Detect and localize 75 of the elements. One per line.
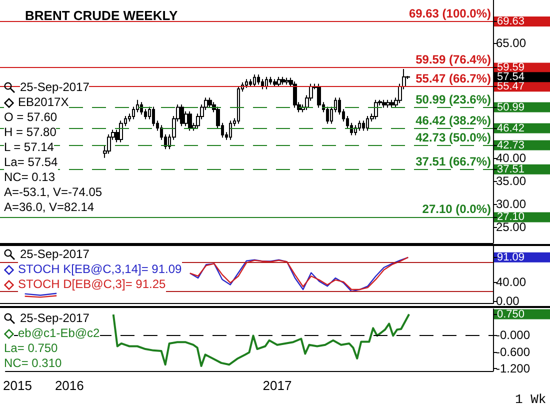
y-tick-label: 0.00 bbox=[496, 294, 520, 308]
candlestick bbox=[119, 120, 123, 143]
candlestick bbox=[229, 120, 232, 140]
candlestick bbox=[386, 99, 390, 108]
legend-label: eb@c1-Eb@c2 bbox=[18, 326, 100, 341]
x-tick-label: 2015 bbox=[3, 378, 32, 393]
ref-line-label: 27.10 (0.0%) bbox=[422, 202, 491, 216]
annotation: NC= 0.310 bbox=[4, 356, 62, 371]
candlestick bbox=[208, 97, 212, 108]
annotation: A=-53.1, V=-74.05 bbox=[4, 185, 102, 200]
text: EB2017X bbox=[18, 95, 69, 110]
candlestick bbox=[152, 106, 155, 127]
candlestick bbox=[273, 78, 277, 88]
annotation: A=36.0, V=82.14 bbox=[4, 200, 94, 215]
y-tick-label: 57.54 bbox=[497, 71, 525, 84]
candlestick bbox=[374, 99, 378, 120]
ref-line-label: 37.51 (66.7%) bbox=[416, 154, 491, 168]
candlestick bbox=[257, 74, 260, 86]
y-tick-label: 35.00 bbox=[496, 174, 526, 188]
candlestick bbox=[390, 99, 394, 108]
candlestick bbox=[285, 77, 289, 86]
y-tick-label: 0.750 bbox=[497, 308, 525, 320]
candlestick bbox=[281, 76, 285, 86]
candlestick bbox=[253, 74, 256, 88]
annotation: 25-Sep-2017 bbox=[20, 311, 90, 326]
y-tick-label: -1.200 bbox=[496, 362, 530, 376]
y-tick-label: 65.00 bbox=[496, 36, 526, 50]
candlestick bbox=[188, 110, 192, 132]
candlestick bbox=[245, 78, 248, 88]
candlestick bbox=[326, 106, 329, 124]
annotation: La= 57.54 bbox=[4, 155, 58, 170]
annotation: 25-Sep-2017 bbox=[20, 247, 90, 262]
annotation: La= 0.750 bbox=[4, 341, 58, 356]
y-tick-label: 46.42 bbox=[497, 122, 525, 134]
y-tick-label: -0.600 bbox=[496, 344, 530, 359]
candlestick bbox=[382, 99, 386, 108]
ref-line-label: 55.47 (66.7%) bbox=[416, 72, 491, 86]
candlestick bbox=[107, 134, 111, 154]
y-tick-label: 91.09 bbox=[497, 251, 525, 264]
annotation: L = 57.14 bbox=[4, 140, 54, 155]
legend-label: STOCH K[EB@C,3,14]= 91.09 bbox=[18, 262, 182, 277]
candlestick bbox=[180, 104, 184, 127]
y-tick-label: 37.51 bbox=[497, 163, 525, 176]
y-tick-label: 55.47 bbox=[497, 80, 525, 93]
ref-line-label: 50.99 (23.6%) bbox=[416, 92, 491, 106]
candlestick bbox=[293, 80, 297, 108]
candlestick bbox=[237, 86, 240, 124]
ref-line-label: 69.63 (100.0%) bbox=[408, 6, 491, 20]
ref-line-label: 59.59 (76.4%) bbox=[416, 52, 491, 67]
line-series bbox=[112, 313, 410, 367]
annotation: 25-Sep-2017 bbox=[20, 80, 90, 95]
y-tick-label: 42.73 bbox=[497, 139, 525, 152]
annotation: NC= 0.13 bbox=[4, 170, 56, 185]
candlestick bbox=[362, 120, 365, 132]
candlestick bbox=[277, 76, 281, 88]
candlestick bbox=[261, 78, 264, 90]
ref-line-label: 46.42 (38.2%) bbox=[416, 113, 491, 128]
y-tick-label: 30.00 bbox=[496, 196, 526, 211]
annotation: O = 57.60 bbox=[4, 110, 58, 125]
legend-label: STOCH D[EB@C,3]= 91.25 bbox=[18, 277, 166, 292]
y-tick-label: 40.00 bbox=[496, 274, 526, 289]
candlestick bbox=[265, 76, 268, 90]
x-tick-label: 2017 bbox=[262, 378, 292, 393]
candlestick bbox=[249, 78, 252, 88]
y-tick-label: 50.99 bbox=[497, 101, 525, 114]
x-axis-title: 1 Wk bbox=[515, 392, 546, 406]
candlestick bbox=[317, 83, 321, 108]
text: BRENT CRUDE WEEKLY bbox=[25, 8, 178, 23]
ref-line-label: 42.73 (50.0%) bbox=[416, 130, 491, 144]
x-tick-label: 2016 bbox=[54, 378, 84, 393]
candlestick bbox=[358, 120, 361, 132]
y-tick-label: -0.000 bbox=[496, 328, 530, 342]
y-tick-label: 40.00 bbox=[496, 150, 526, 165]
annotation: H = 57.80 bbox=[4, 125, 56, 140]
y-tick-label: 69.63 bbox=[497, 15, 525, 28]
